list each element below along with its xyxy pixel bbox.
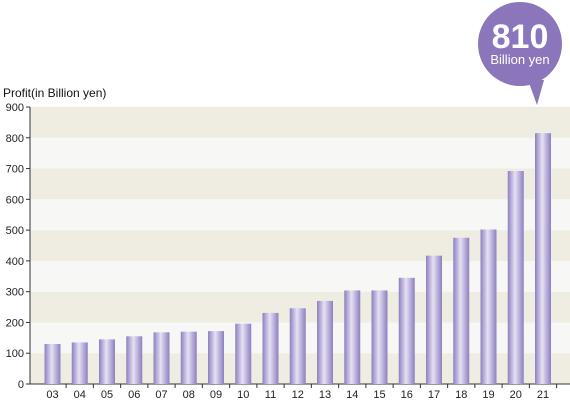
y-tick-label: 400 <box>6 256 24 268</box>
y-axis-label: Profit(in Billion yen) <box>3 86 106 100</box>
bar <box>453 237 470 384</box>
x-tick-label: 11 <box>265 389 276 400</box>
bar <box>535 133 551 384</box>
bar <box>126 336 143 384</box>
bar <box>289 308 306 384</box>
callout-bubble <box>478 2 562 86</box>
x-tick-label: 04 <box>74 389 86 400</box>
bar <box>235 323 252 384</box>
grid-band <box>30 199 570 231</box>
y-tick-label: 600 <box>6 194 24 206</box>
x-tick-label: 20 <box>510 389 522 400</box>
y-tick-label: 700 <box>6 164 24 176</box>
grid-band <box>30 107 570 138</box>
bar <box>426 255 442 384</box>
x-tick-label: 16 <box>401 389 413 400</box>
y-tick-label: 100 <box>6 348 24 360</box>
x-tick-label: 08 <box>183 389 195 400</box>
y-tick-label: 900 <box>6 102 24 114</box>
y-tick-label: 800 <box>6 133 24 145</box>
callout-pointer <box>528 80 544 105</box>
x-tick-label: 19 <box>482 389 494 400</box>
grid-band <box>30 137 570 169</box>
y-tick-label: 500 <box>6 225 24 237</box>
x-tick-label: 17 <box>428 389 440 400</box>
bar <box>208 331 224 384</box>
bar <box>153 332 170 384</box>
x-tick-label: 06 <box>128 389 140 400</box>
y-tick-label: 200 <box>6 317 24 329</box>
x-tick-label: 14 <box>346 389 358 400</box>
callout-value: 810 <box>492 18 549 56</box>
x-tick-label: 13 <box>319 389 331 400</box>
bar <box>44 343 61 384</box>
bar <box>371 290 388 384</box>
x-tick-label: 15 <box>373 389 385 400</box>
y-tick-labels: 0 100 200 300 400 500 600 700 800 900 <box>6 102 24 391</box>
bar <box>344 290 361 384</box>
x-tick-label: 21 <box>537 389 549 400</box>
bar <box>480 229 497 384</box>
x-tick-label: 12 <box>292 389 304 400</box>
x-tick-label: 07 <box>155 389 167 400</box>
x-tick-label: 05 <box>101 389 113 400</box>
callout-unit: Billion yen <box>490 52 549 67</box>
grid-bands <box>30 107 570 384</box>
bar <box>71 342 88 384</box>
bar <box>317 300 333 384</box>
bars <box>44 133 551 384</box>
value-callout: 810 Billion yen <box>478 2 562 105</box>
y-tick-label: 300 <box>6 287 24 299</box>
x-tick-label: 18 <box>455 389 467 400</box>
y-tick-label: 0 <box>18 379 24 391</box>
grid-band <box>30 168 570 200</box>
x-tick-label: 10 <box>237 389 249 400</box>
bar <box>398 277 415 384</box>
x-tick-labels: 03 04 05 06 07 08 09 10 11 12 13 14 15 16 17 18 19 20 21 <box>46 389 549 401</box>
bar <box>99 339 115 384</box>
x-tick-label: 03 <box>46 389 58 400</box>
grid-band <box>30 230 570 261</box>
bar <box>180 331 197 384</box>
bar <box>262 312 279 384</box>
bar <box>507 171 524 384</box>
grid-band <box>30 260 570 292</box>
x-tick-label: 09 <box>210 389 222 400</box>
